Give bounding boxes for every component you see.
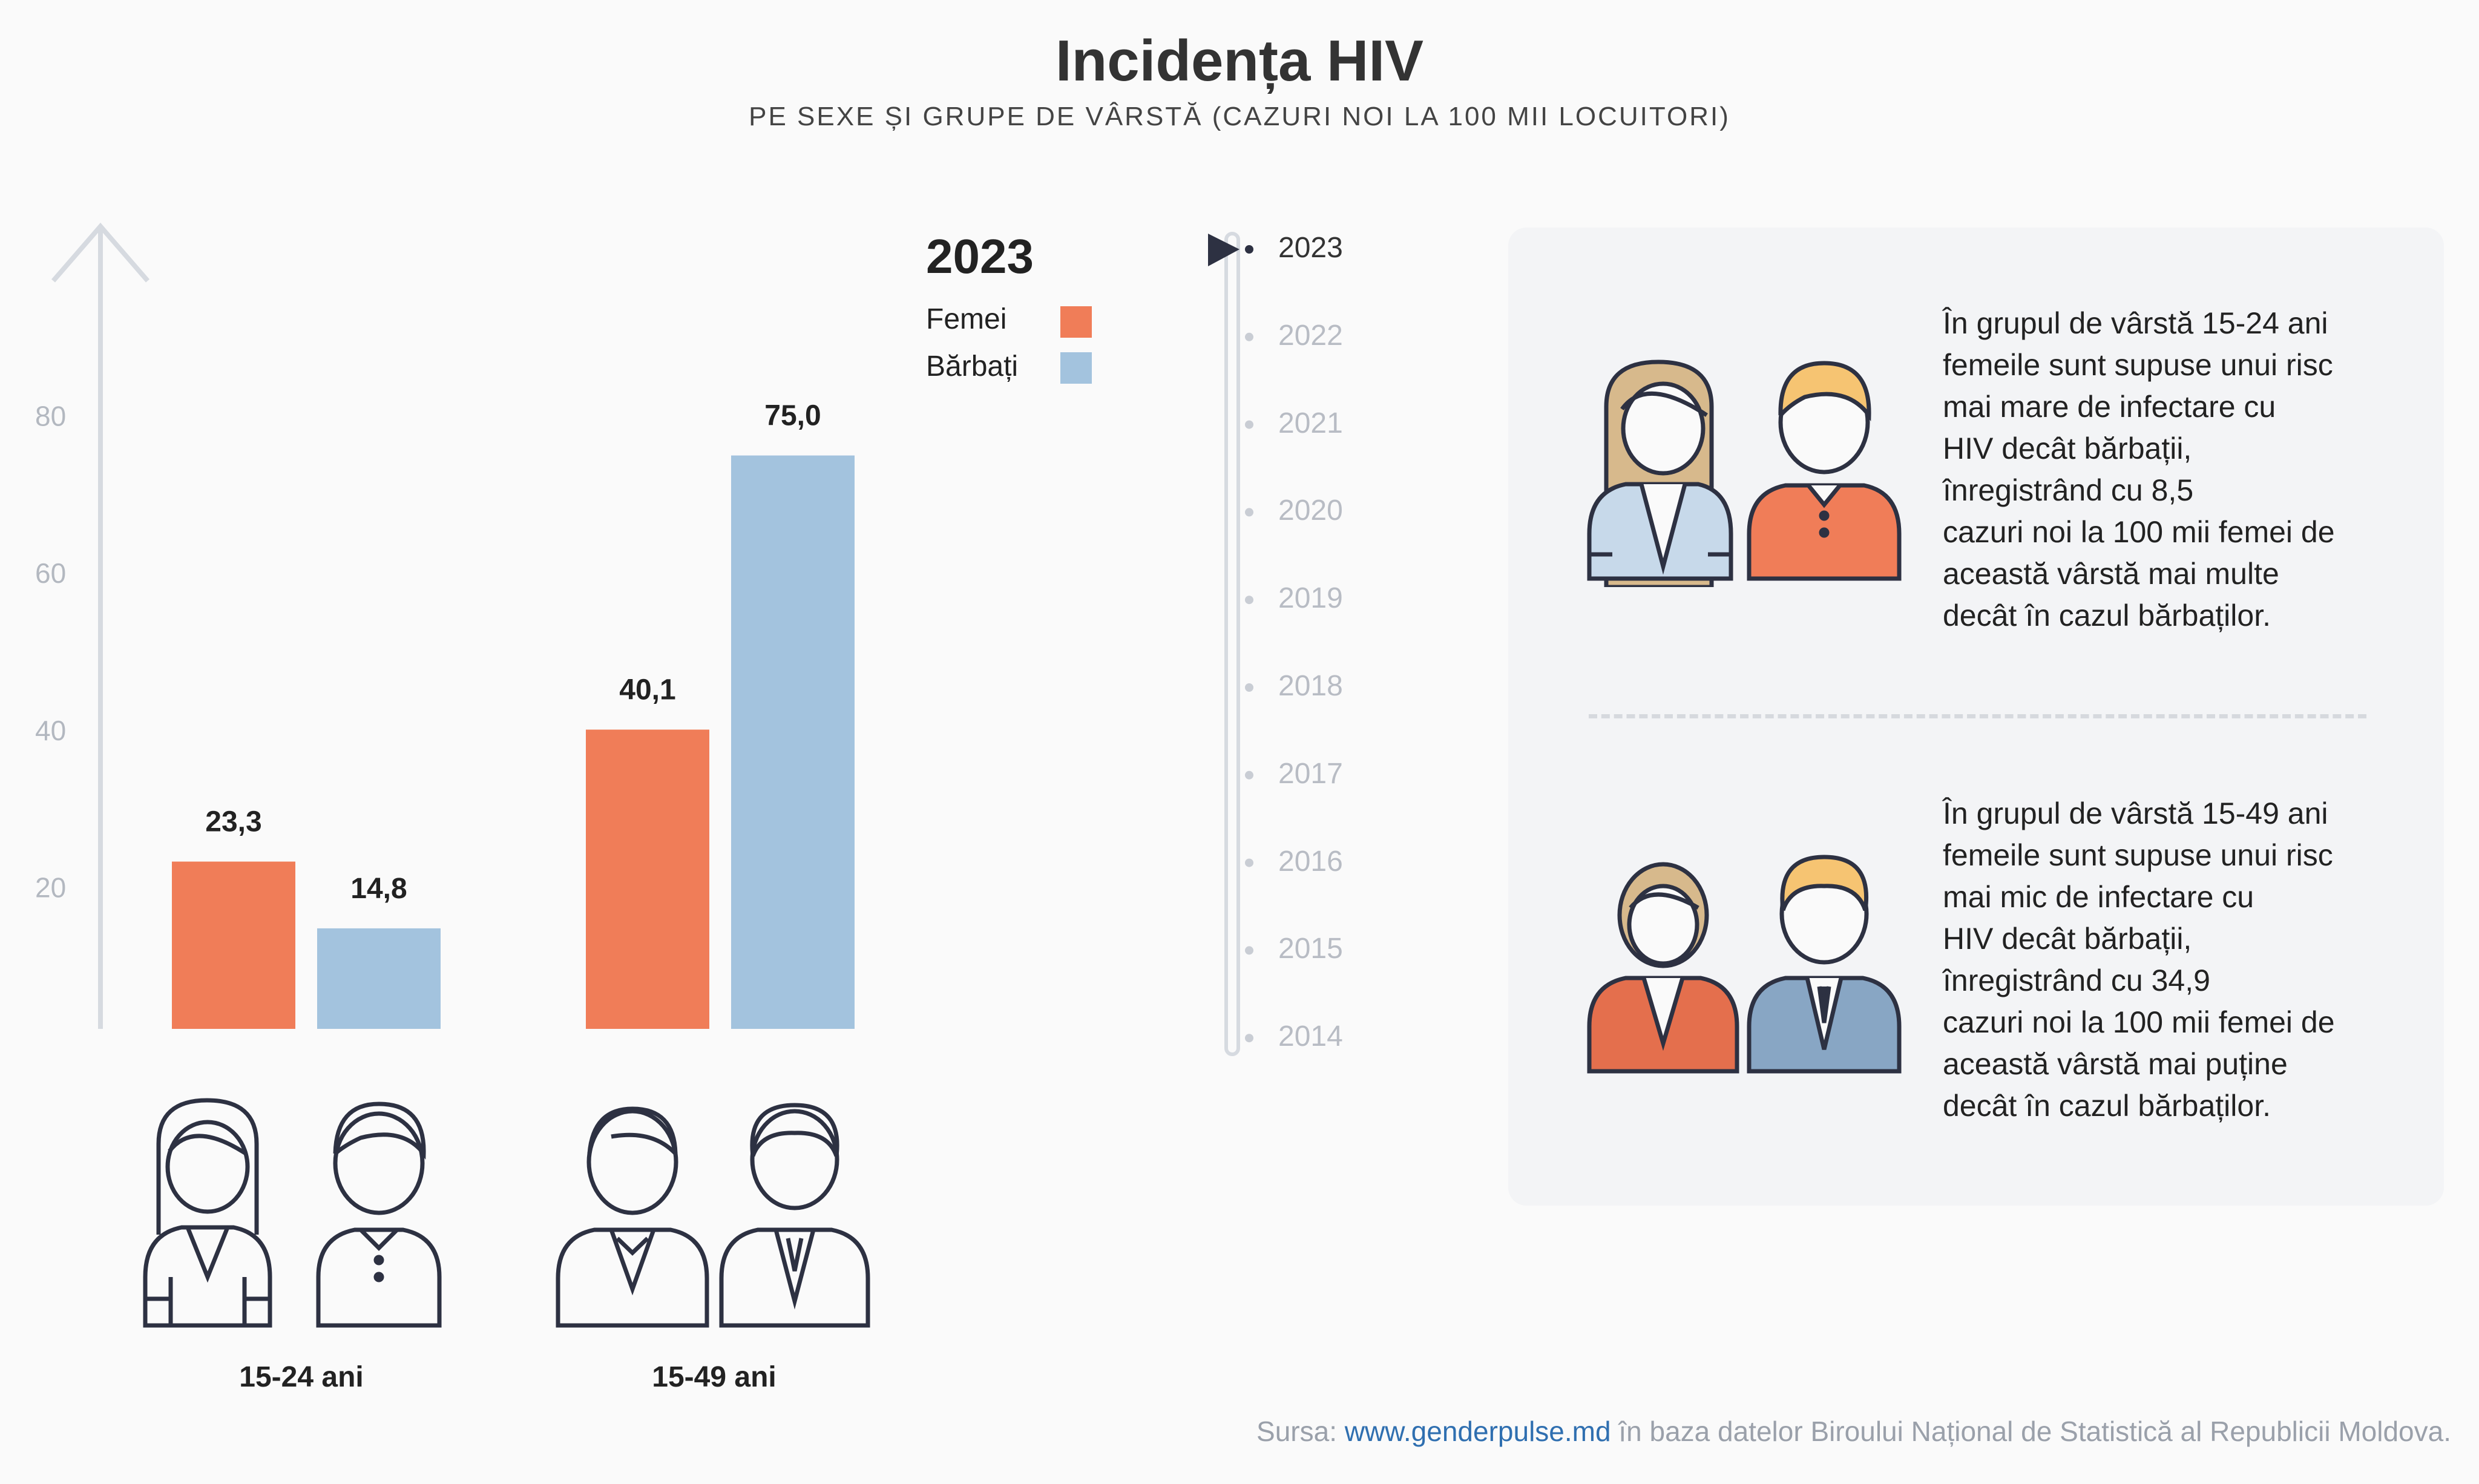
year-item-2021[interactable]: 2021: [1278, 407, 1343, 439]
legend-item-femei: Femei: [926, 303, 1006, 336]
info-text-15-49: În grupul de vârstă 15-49 ani femeile su…: [1943, 796, 2335, 1123]
source-prefix: Sursa:: [1256, 1416, 1345, 1447]
legend-label-femei: Femei: [926, 303, 1007, 335]
y-tick-label: 80: [35, 401, 66, 432]
y-tick-label: 60: [35, 557, 66, 589]
legend-swatch-barbati: [1060, 352, 1092, 384]
year-item-2014[interactable]: 2014: [1278, 1020, 1343, 1053]
group-label-15-24: 15-24 ani: [239, 1361, 364, 1393]
woman-young-icon: [143, 1098, 272, 1328]
source-link[interactable]: www.genderpulse.md: [1344, 1416, 1611, 1447]
timeline-dot: [1245, 332, 1253, 341]
info2-icons: [1587, 855, 1902, 1074]
bars: 23,3 14,8 40,1 75,0: [172, 400, 855, 1029]
timeline-dot: [1245, 858, 1253, 867]
man-young-icon: [316, 1102, 442, 1328]
timeline-dot: [1245, 1034, 1253, 1043]
bar-femei-0: [172, 861, 295, 1029]
year-timeline[interactable]: [1186, 224, 1259, 1059]
data-label: 14,8: [350, 873, 407, 905]
y-tick-label: 20: [35, 872, 66, 903]
year-item-2023[interactable]: 2023: [1278, 232, 1343, 264]
y-tick-labels: 020406080: [35, 401, 66, 904]
chart-axes: [51, 222, 150, 1029]
year-item-2020[interactable]: 2020: [1278, 494, 1343, 527]
year-item-2016[interactable]: 2016: [1278, 845, 1343, 878]
group-15-24-icons: [143, 1098, 442, 1328]
timeline-dot: [1245, 946, 1253, 955]
info-divider: [1589, 714, 2366, 718]
woman-colored-icon: [1587, 360, 1733, 587]
timeline-dot: [1245, 245, 1253, 254]
woman-suit-icon: [556, 1106, 709, 1328]
info1-icons: [1587, 360, 1902, 587]
year-item-2017[interactable]: 2017: [1278, 757, 1343, 790]
man-suit-icon: [719, 1103, 870, 1328]
timeline-dot: [1245, 420, 1253, 429]
timeline-dots: [1245, 245, 1253, 1043]
timeline-track: [1224, 232, 1240, 1056]
source-note: Sursa: www.genderpulse.md în baza datelo…: [1256, 1415, 2451, 1448]
man-colored-icon: [1747, 361, 1902, 581]
data-label: 23,3: [205, 806, 261, 838]
group-15-49-icons: [556, 1103, 870, 1328]
year-item-2015[interactable]: 2015: [1278, 933, 1343, 965]
source-suffix: în baza datelor Biroului Național de Sta…: [1611, 1416, 2451, 1447]
legend-swatch-femei: [1060, 306, 1092, 338]
y-axis-arrow: [51, 222, 150, 283]
y-tick-label: 40: [35, 715, 66, 746]
data-label: 75,0: [764, 400, 821, 432]
bar-barbati-0: [317, 928, 441, 1029]
timeline-dot: [1245, 683, 1253, 692]
timeline-dot: [1245, 770, 1253, 780]
page-subtitle: PE SEXE ȘI GRUPE DE VÂRSTĂ (CAZURI NOI L…: [749, 102, 1730, 131]
page-title: Incidența HIV: [1055, 28, 1424, 93]
bar-chart: 020406080 23,314,840,175,0: [35, 222, 855, 1029]
woman-suit-colored-icon: [1587, 862, 1739, 1074]
legend-label-barbati: Bărbați: [926, 350, 1019, 382]
bar-femei-1: [586, 729, 709, 1029]
year-item-2019[interactable]: 2019: [1278, 582, 1343, 615]
group-label-15-49: 15-49 ani: [652, 1361, 777, 1393]
info-text-15-24: În grupul de vârstă 15-24 ani femeile su…: [1943, 306, 2335, 632]
data-label: 40,1: [619, 674, 675, 706]
legend-item-barbati: Bărbați: [926, 350, 1018, 383]
timeline-dot: [1245, 596, 1253, 605]
timeline-pointer-icon: [1208, 234, 1240, 266]
man-suit-colored-icon: [1747, 855, 1902, 1074]
year-item-2018[interactable]: 2018: [1278, 670, 1343, 702]
chart-year-title: 2023: [926, 229, 1034, 283]
year-item-2022[interactable]: 2022: [1278, 319, 1343, 352]
timeline-dot: [1245, 508, 1253, 517]
bar-barbati-1: [731, 455, 855, 1029]
